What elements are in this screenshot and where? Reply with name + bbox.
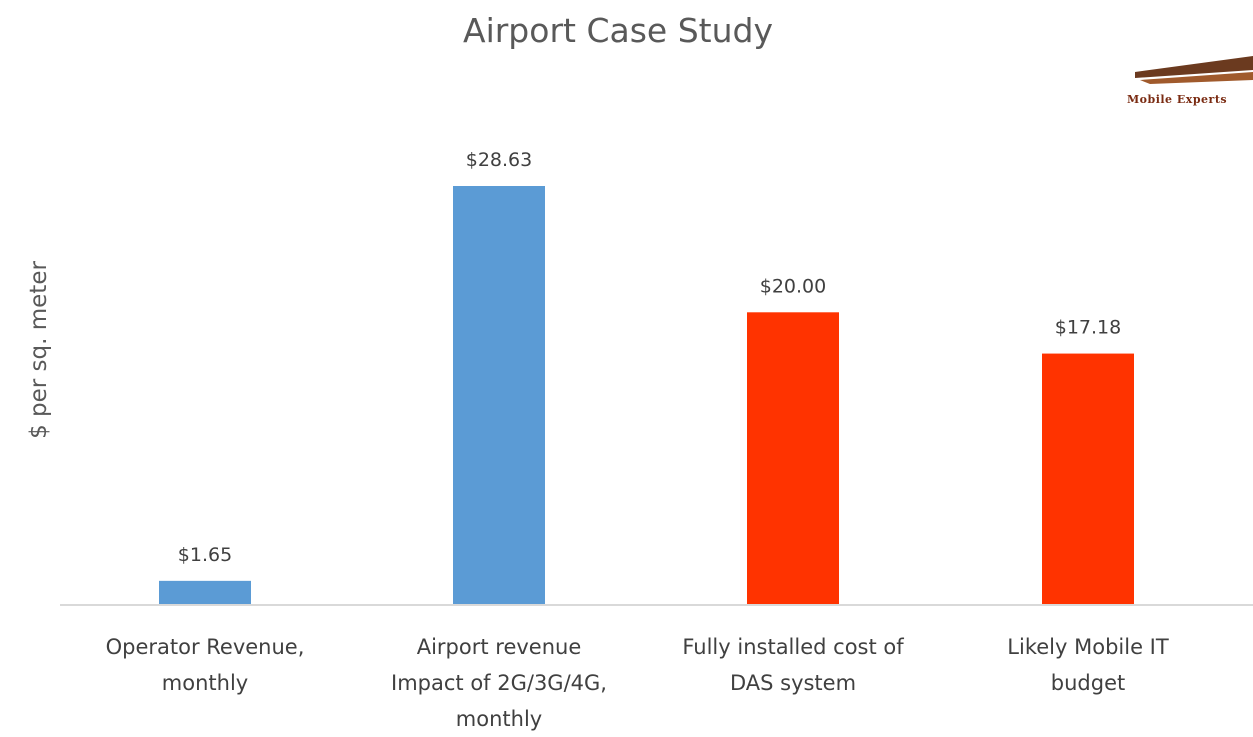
bar-2 bbox=[453, 186, 545, 605]
category-label-line: Impact of 2G/3G/4G, bbox=[391, 671, 607, 695]
category-label-line: Operator Revenue, bbox=[106, 635, 305, 659]
category-label-2: Airport revenue Impact of 2G/3G/4G, monthl… bbox=[391, 635, 607, 731]
data-label-3: $20.00 bbox=[760, 275, 826, 297]
category-label-3: Fully installed cost of DAS system bbox=[682, 635, 904, 695]
bars-group bbox=[159, 186, 1134, 605]
category-label-line: Likely Mobile IT bbox=[1007, 635, 1169, 659]
category-label-line: budget bbox=[1051, 671, 1125, 695]
category-label-line: monthly bbox=[456, 707, 542, 731]
category-labels-group: Operator Revenue, monthly Airport revenue I… bbox=[106, 635, 1169, 731]
bar-1 bbox=[159, 580, 251, 605]
y-axis-label: $ per sq. meter bbox=[26, 261, 52, 439]
category-label-line: DAS system bbox=[730, 671, 856, 695]
chart-title: Airport Case Study bbox=[463, 11, 773, 50]
category-label-line: Airport revenue bbox=[417, 635, 582, 659]
data-label-1: $1.65 bbox=[178, 544, 232, 566]
bar-4 bbox=[1042, 353, 1134, 605]
bar-3 bbox=[747, 312, 839, 605]
category-label-1: Operator Revenue, monthly bbox=[106, 635, 305, 695]
data-label-4: $17.18 bbox=[1055, 317, 1121, 339]
logo-text: Mobile Experts bbox=[1127, 93, 1227, 106]
logo-antenna-shadow bbox=[1140, 72, 1253, 84]
mobile-experts-logo: Mobile Experts bbox=[1127, 56, 1253, 106]
category-label-4: Likely Mobile IT budget bbox=[1007, 635, 1169, 695]
data-label-2: $28.63 bbox=[466, 149, 532, 171]
data-labels-group: $1.65 $28.63 $20.00 $17.18 bbox=[178, 149, 1121, 566]
category-label-line: Fully installed cost of bbox=[682, 635, 904, 659]
logo-antenna-bar bbox=[1135, 56, 1253, 78]
category-label-line: monthly bbox=[162, 671, 248, 695]
